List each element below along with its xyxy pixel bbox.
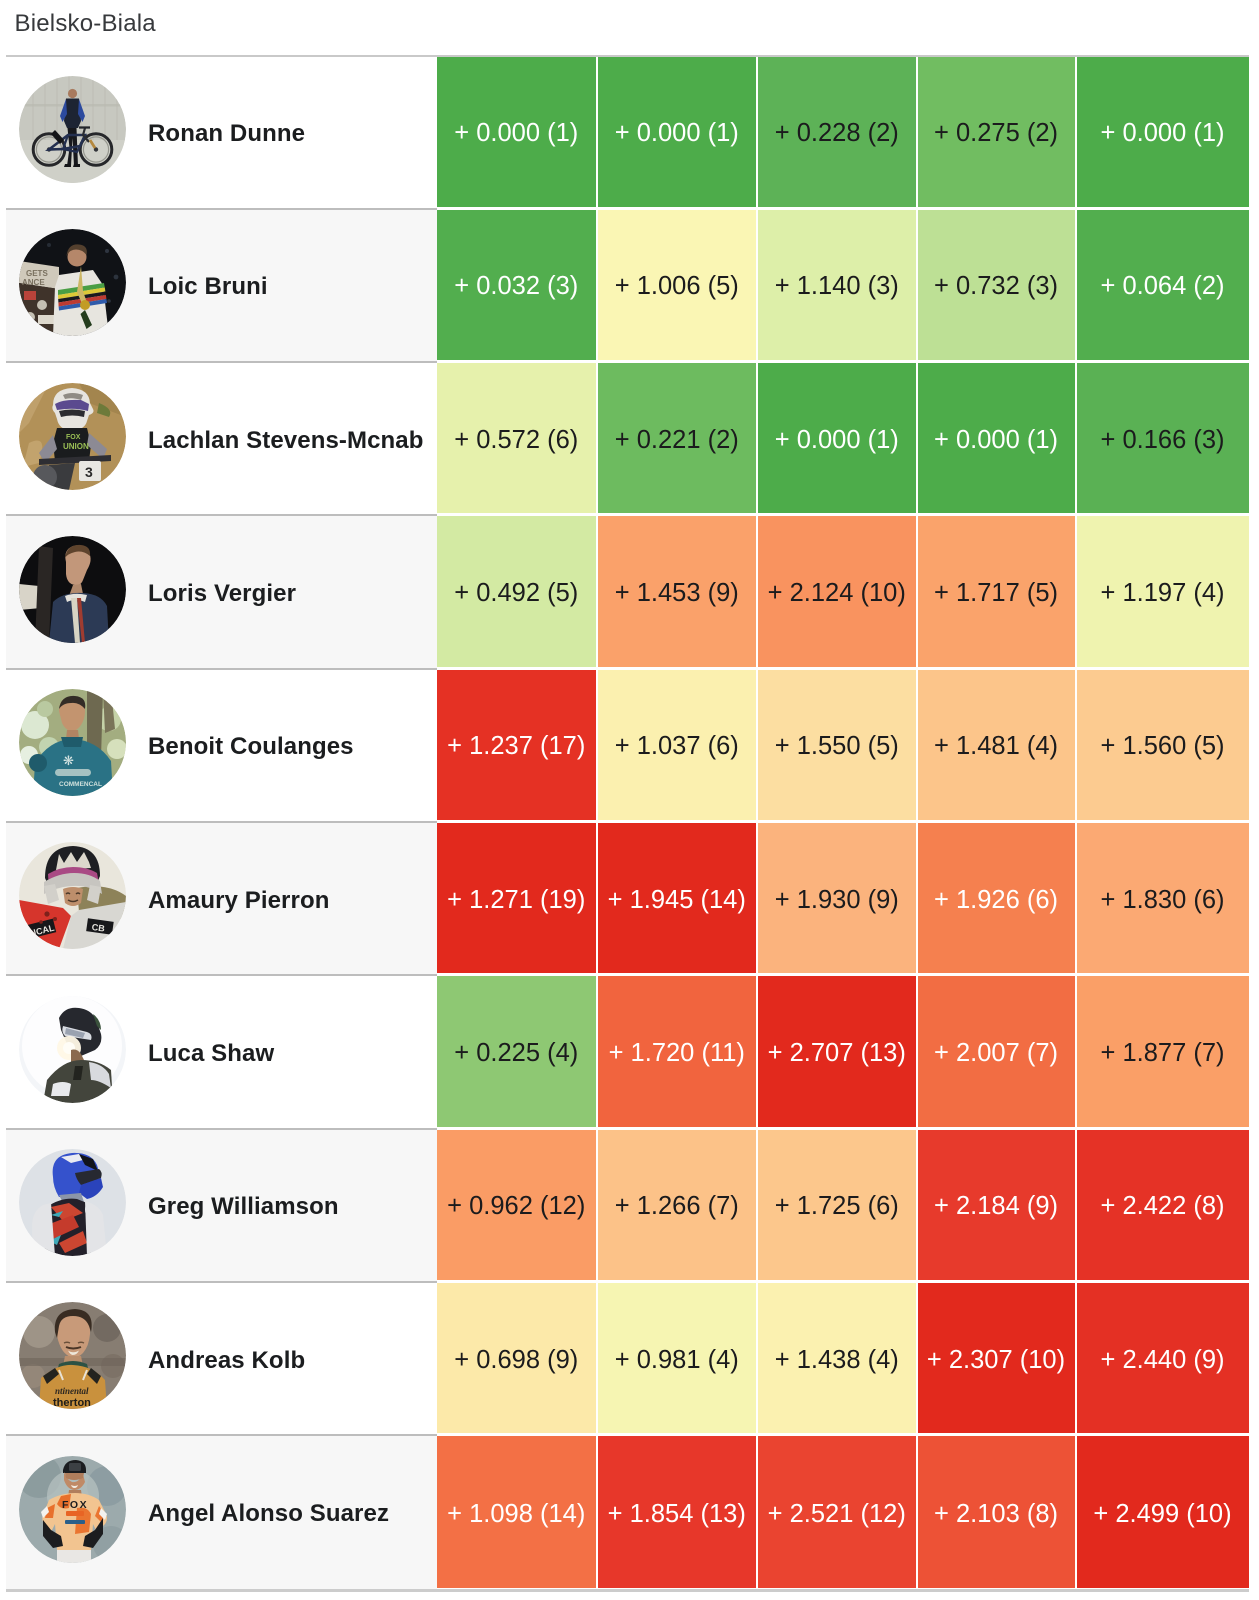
- svg-text:therton: therton: [53, 1397, 91, 1409]
- svg-text:FOX: FOX: [66, 434, 81, 441]
- svg-text:ANCE: ANCE: [22, 278, 45, 287]
- svg-text:FOX: FOX: [62, 1499, 88, 1511]
- svg-text:3: 3: [85, 464, 93, 480]
- svg-text:UNION: UNION: [63, 442, 89, 451]
- svg-text:CB: CB: [91, 922, 106, 934]
- svg-text:ntinental: ntinental: [55, 1386, 89, 1396]
- svg-text:COMMENCAL: COMMENCAL: [59, 781, 102, 788]
- svg-text:❋: ❋: [63, 753, 74, 768]
- svg-text:GETS: GETS: [26, 269, 48, 278]
